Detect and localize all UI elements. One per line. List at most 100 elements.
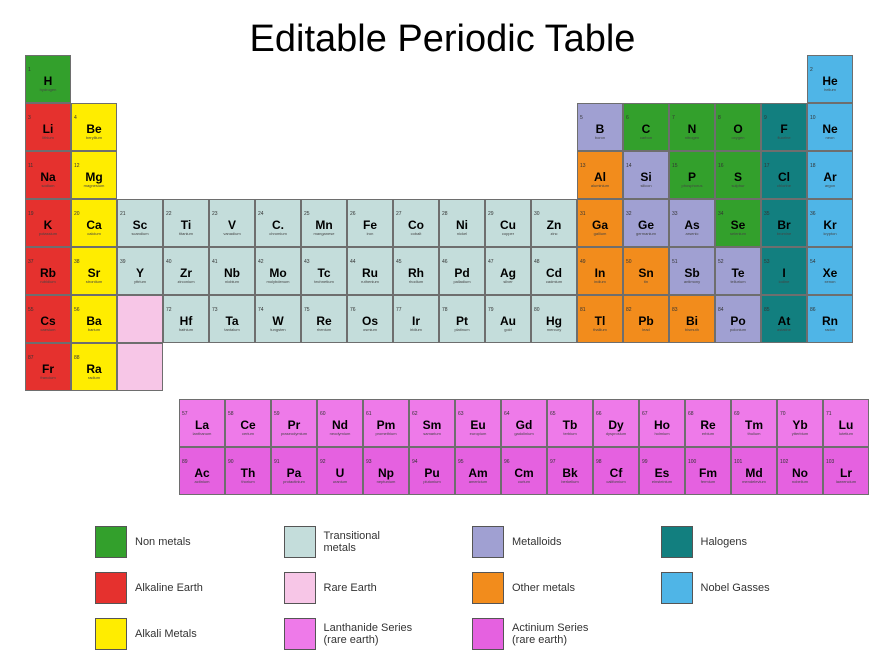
element-symbol: Am: [468, 467, 487, 479]
element-name: hafnium: [179, 328, 193, 332]
element-name: radon: [825, 328, 835, 332]
element-name: tantalum: [224, 328, 239, 332]
element-name: neodymium: [330, 432, 351, 436]
atomic-number: 25: [304, 212, 310, 217]
atomic-number: 67: [642, 412, 648, 417]
element-name: technetium: [314, 280, 334, 284]
element-name: bromine: [777, 232, 791, 236]
atomic-number: 36: [810, 212, 816, 217]
element-cell-no: 102Nonobelium: [777, 447, 823, 495]
element-name: zirconium: [177, 280, 194, 284]
element-symbol: Tl: [595, 315, 606, 327]
atomic-number: 20: [74, 212, 80, 217]
atomic-number: 6: [626, 116, 629, 121]
element-cell-ar: 18Arargon: [807, 151, 853, 199]
atomic-number: 10: [810, 116, 816, 121]
atomic-number: 19: [28, 212, 34, 217]
element-name: fermium: [701, 480, 715, 484]
element-cell-nd: 60Ndneodymium: [317, 399, 363, 447]
table-row: 3Lilithium4Beberyllium5Bboron6Ccarbon7Nn…: [25, 103, 860, 151]
empty-cell: [255, 55, 301, 103]
empty-cell: [393, 103, 439, 151]
atomic-number: 76: [350, 308, 356, 313]
atomic-number: 24: [258, 212, 264, 217]
element-name: aluminium: [591, 184, 609, 188]
atomic-number: 77: [396, 308, 402, 313]
element-name: rubidium: [40, 280, 55, 284]
empty-cell: [163, 343, 209, 391]
element-cell-sm: 62Smsamarium: [409, 399, 455, 447]
atomic-number: 103: [826, 460, 834, 465]
element-name: zinc: [550, 232, 557, 236]
atomic-number: 31: [580, 212, 586, 217]
atomic-number: 82: [626, 308, 632, 313]
element-cell-th: 90Ththorium: [225, 447, 271, 495]
element-symbol: Se: [731, 219, 746, 231]
element-cell-bk: 97Bkberkelium: [547, 447, 593, 495]
element-name: einsteinium: [652, 480, 672, 484]
element-symbol: Ta: [225, 315, 238, 327]
element-name: magnesium: [84, 184, 105, 188]
legend-item: Metalloids: [472, 522, 657, 562]
empty-cell: [531, 343, 577, 391]
atomic-number: 99: [642, 460, 648, 465]
atomic-number: 7: [672, 116, 675, 121]
element-name: carbon: [640, 136, 652, 140]
element-name: germanium: [636, 232, 656, 236]
atomic-number: 93: [366, 460, 372, 465]
element-name: platinum: [454, 328, 469, 332]
element-cell-cu: 29Cucopper: [485, 199, 531, 247]
atomic-number: 55: [28, 308, 34, 313]
legend-label: Other metals: [512, 582, 575, 594]
empty-cell: [439, 103, 485, 151]
element-cell-fm: 100Fmfermium: [685, 447, 731, 495]
legend-swatch: [661, 572, 693, 604]
element-symbol: Cs: [40, 315, 55, 327]
element-symbol: Ca: [86, 219, 101, 231]
atomic-number: 100: [688, 460, 696, 465]
element-name: scandium: [131, 232, 148, 236]
element-cell-ru: 44Ruruthenium: [347, 247, 393, 295]
legend-swatch: [284, 526, 316, 558]
table-row: 87Frfrancium88Raradium: [25, 343, 860, 391]
atomic-number: 29: [488, 212, 494, 217]
atomic-number: 12: [74, 164, 80, 169]
element-symbol: Hf: [180, 315, 193, 327]
element-name: helium: [824, 88, 836, 92]
element-cell-li: 3Lilithium: [25, 103, 71, 151]
element-name: boron: [595, 136, 605, 140]
element-symbol: Pu: [424, 467, 439, 479]
atomic-number: 65: [550, 412, 556, 417]
element-cell-am: 95Amamericium: [455, 447, 501, 495]
element-cell-: [117, 295, 163, 343]
element-symbol: Gd: [516, 419, 533, 431]
atomic-number: 86: [810, 308, 816, 313]
element-name: yttrium: [134, 280, 146, 284]
element-cell-be: 4Beberyllium: [71, 103, 117, 151]
element-symbol: Zr: [180, 267, 192, 279]
legend-item: Non metals: [95, 522, 280, 562]
element-symbol: Rn: [822, 315, 838, 327]
element-name: californium: [606, 480, 625, 484]
empty-cell: [301, 103, 347, 151]
element-cell-xe: 54Xexenon: [807, 247, 853, 295]
atomic-number: 49: [580, 260, 586, 265]
element-symbol: Ne: [822, 123, 837, 135]
legend-item: Alkaline Earth: [95, 568, 280, 608]
element-name: erbium: [702, 432, 714, 436]
element-symbol: Li: [43, 123, 54, 135]
legend-label: Non metals: [135, 536, 191, 548]
element-name: calcium: [87, 232, 101, 236]
element-name: protactinium: [283, 480, 305, 484]
element-symbol: Cl: [778, 171, 790, 183]
atomic-number: 33: [672, 212, 678, 217]
atomic-number: 83: [672, 308, 678, 313]
element-name: niobium: [225, 280, 239, 284]
empty-cell: [209, 55, 255, 103]
element-cell-sb: 51Sbantimony: [669, 247, 715, 295]
atomic-number: 60: [320, 412, 326, 417]
element-symbol: Cu: [500, 219, 516, 231]
atomic-number: 69: [734, 412, 740, 417]
empty-cell: [807, 343, 853, 391]
element-name: praseodymium: [281, 432, 307, 436]
